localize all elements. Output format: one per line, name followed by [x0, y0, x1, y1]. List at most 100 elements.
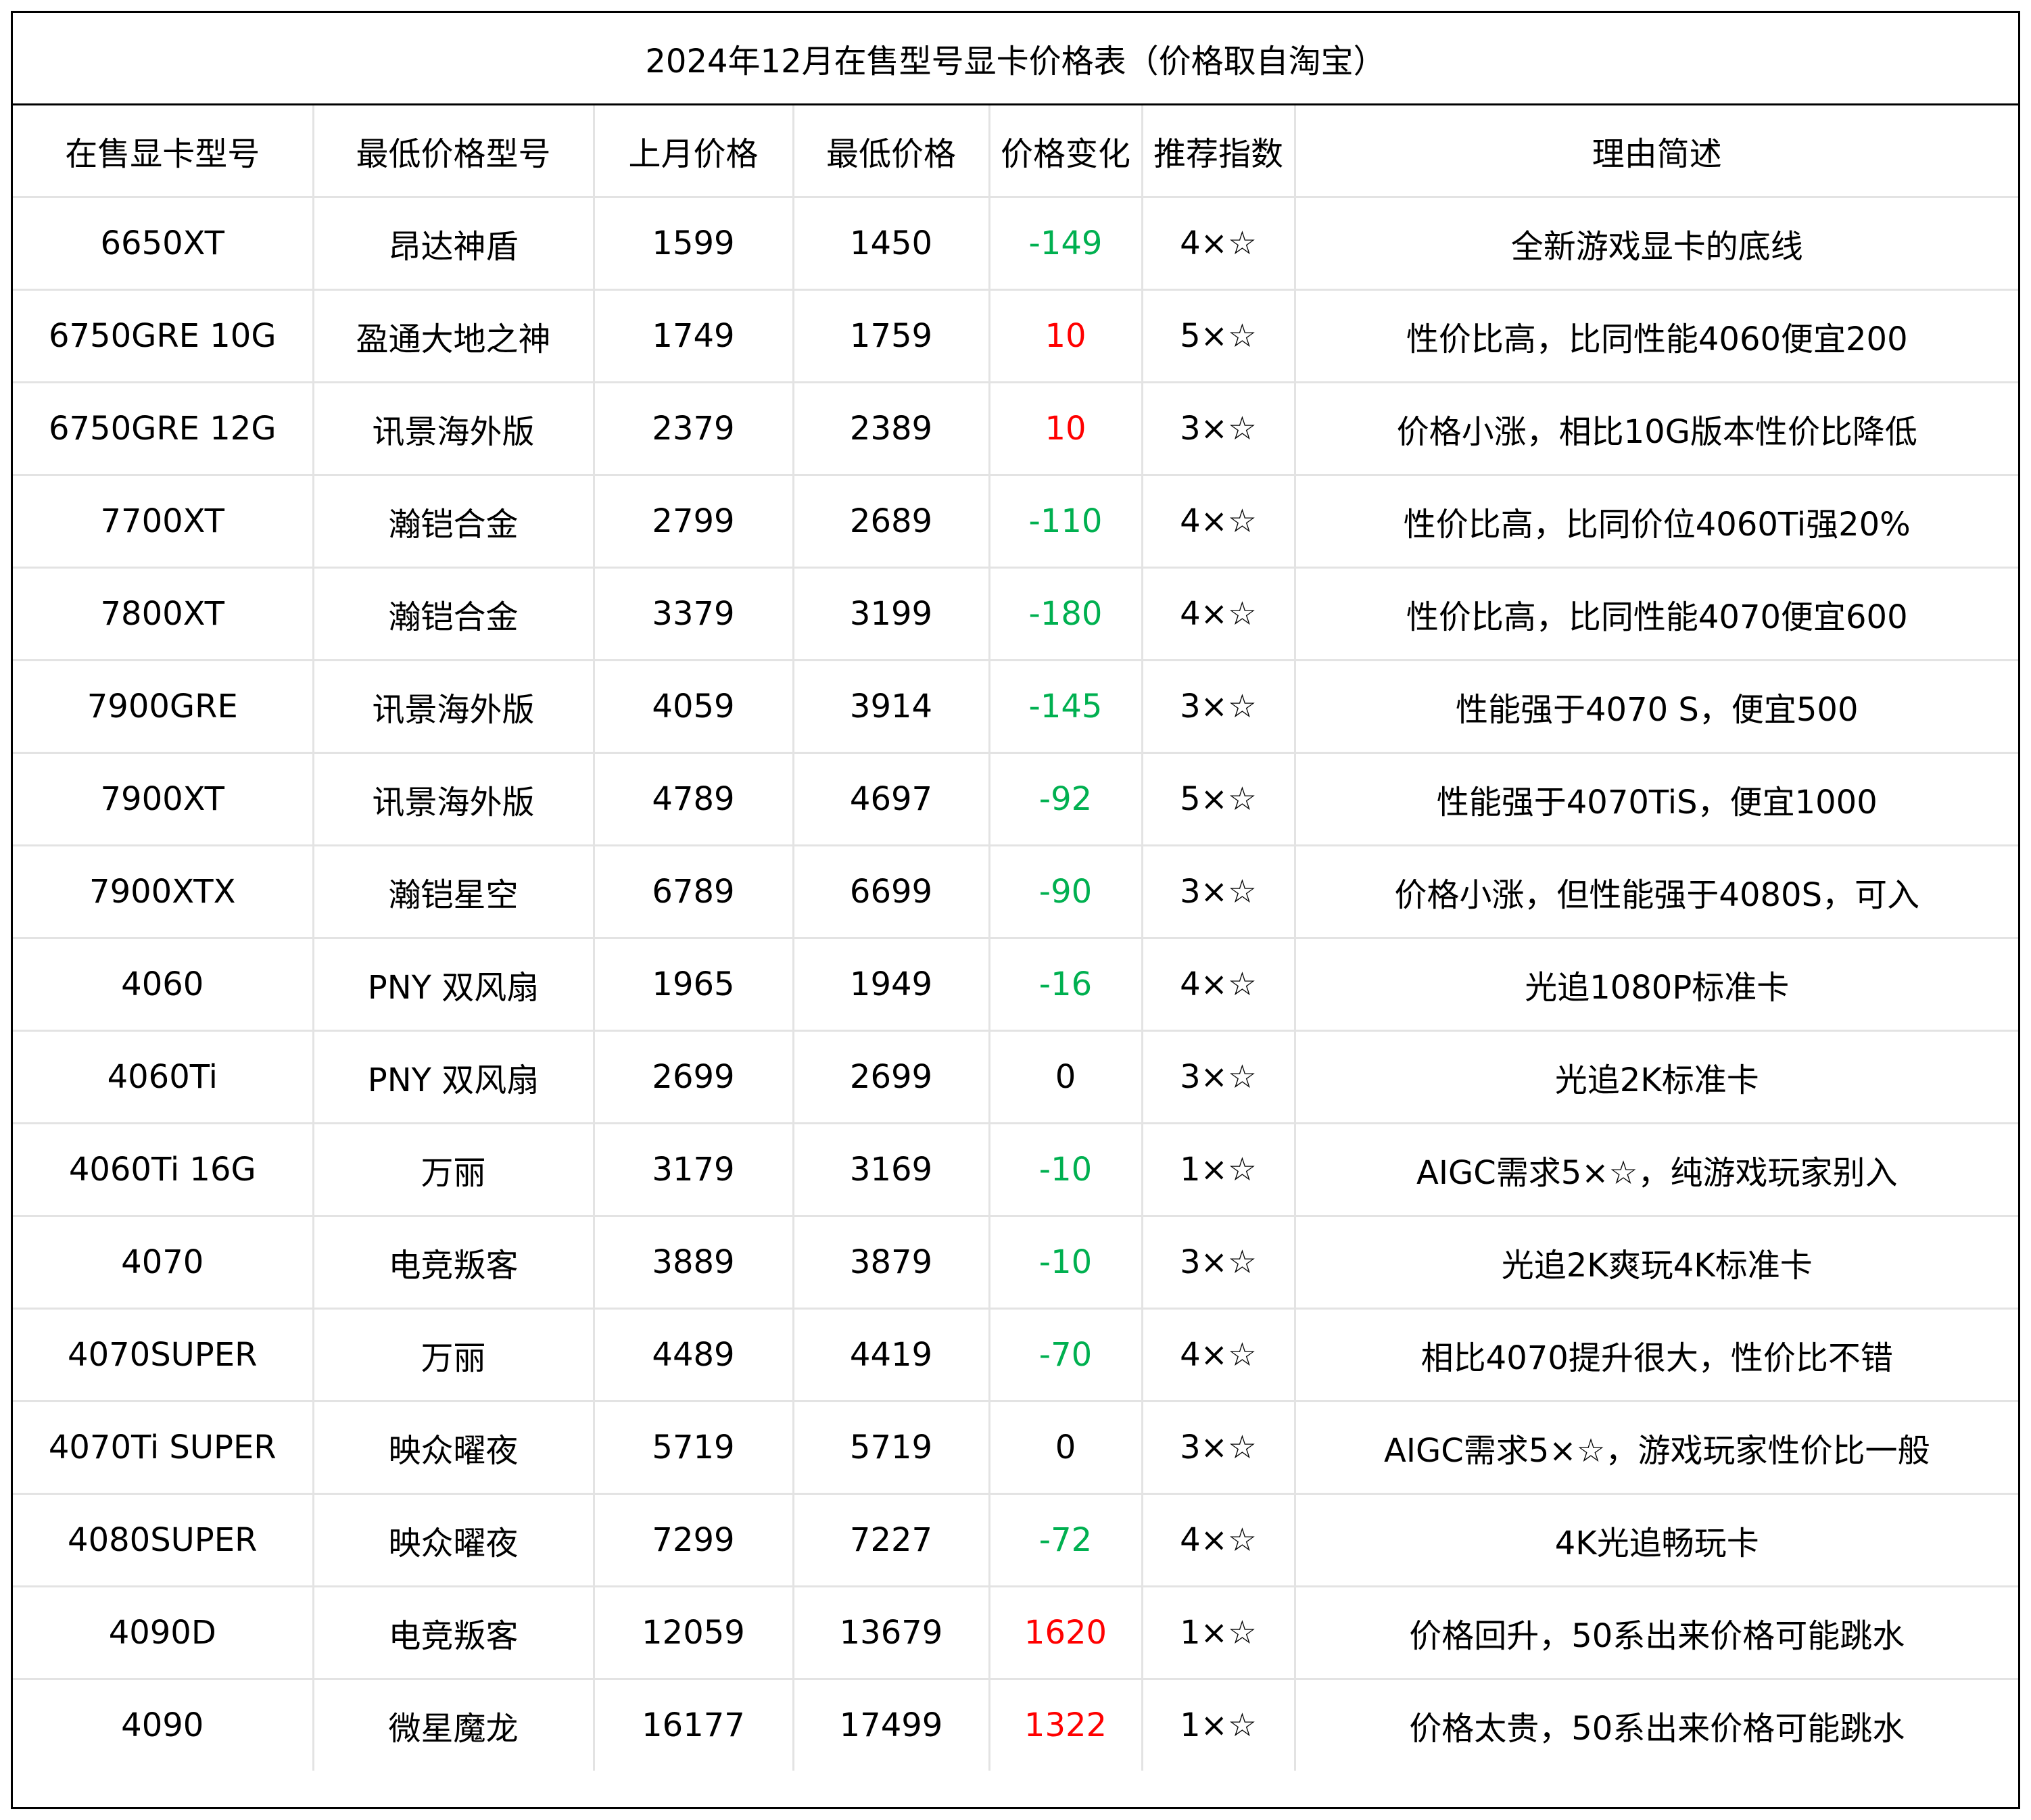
reason-cell: AIGC需求5×☆，游戏玩家性价比一般	[1293, 1400, 2018, 1495]
rating-cell: 3×☆	[1141, 381, 1296, 476]
variant-cell: 讯景海外版	[312, 381, 595, 476]
model-cell: 4090	[13, 1678, 314, 1771]
reason-cell: 价格太贵，50系出来价格可能跳水	[1293, 1678, 2018, 1771]
model-cell: 4090D	[13, 1585, 314, 1680]
rating-cell: 1×☆	[1141, 1122, 1296, 1217]
last-month-price-cell: 4489	[592, 1308, 794, 1402]
reason-cell: 性价比高，比同性能4070便宜600	[1293, 567, 2018, 661]
table-row: 4060Ti 16G 万丽 3179 3169 -10 1×☆ AIGC需求5×☆，纯游戏玩…	[13, 1122, 2018, 1217]
variant-cell: 微星魔龙	[312, 1678, 595, 1771]
price-change-cell: -110	[988, 474, 1143, 569]
last-month-price-cell: 16177	[592, 1678, 794, 1771]
model-cell: 4060Ti	[13, 1030, 314, 1124]
model-cell: 4070Ti SUPER	[13, 1400, 314, 1495]
variant-cell: 电竞叛客	[312, 1215, 595, 1310]
header-variant: 最低价格型号	[312, 103, 595, 198]
model-cell: 7900XT	[13, 752, 314, 846]
reason-cell: 性价比高，比同性能4060便宜200	[1293, 289, 2018, 383]
lowest-price-cell: 3199	[792, 567, 990, 661]
table-row: 4080SUPER 映众曜夜 7299 7227 -72 4×☆ 4K光追畅玩卡	[13, 1493, 2018, 1587]
rating-cell: 4×☆	[1141, 1308, 1296, 1402]
model-cell: 6650XT	[13, 196, 314, 291]
price-change-cell: -180	[988, 567, 1143, 661]
table-row: 4060 PNY 双风扇 1965 1949 -16 4×☆ 光追1080P标准卡	[13, 937, 2018, 1032]
lowest-price-cell: 1949	[792, 937, 990, 1032]
reason-cell: 全新游戏显卡的底线	[1293, 196, 2018, 291]
table-row: 4060Ti PNY 双风扇 2699 2699 0 3×☆ 光追2K标准卡	[13, 1030, 2018, 1124]
variant-cell: 万丽	[312, 1122, 595, 1217]
reason-cell: 价格小涨，但性能强于4080S，可入	[1293, 844, 2018, 939]
rating-cell: 4×☆	[1141, 196, 1296, 291]
reason-cell: 光追2K爽玩4K标准卡	[1293, 1215, 2018, 1310]
price-change-cell: 0	[988, 1400, 1143, 1495]
lowest-price-cell: 1450	[792, 196, 990, 291]
variant-cell: 瀚铠合金	[312, 567, 595, 661]
table-row: 6750GRE 12G 讯景海外版 2379 2389 10 3×☆ 价格小涨，相比10G版…	[13, 381, 2018, 476]
last-month-price-cell: 3179	[592, 1122, 794, 1217]
table-row: 6650XT 昂达神盾 1599 1450 -149 4×☆ 全新游戏显卡的底线	[13, 196, 2018, 291]
rating-cell: 4×☆	[1141, 474, 1296, 569]
price-change-cell: -16	[988, 937, 1143, 1032]
price-change-cell: 10	[988, 289, 1143, 383]
table-row: 7900GRE 讯景海外版 4059 3914 -145 3×☆ 性能强于4070 S，便宜…	[13, 659, 2018, 754]
variant-cell: 讯景海外版	[312, 752, 595, 846]
header-rating: 推荐指数	[1141, 103, 1296, 198]
price-change-cell: -92	[988, 752, 1143, 846]
reason-cell: 性价比高，比同价位4060Ti强20%	[1293, 474, 2018, 569]
last-month-price-cell: 2379	[592, 381, 794, 476]
lowest-price-cell: 13679	[792, 1585, 990, 1680]
variant-cell: 电竞叛客	[312, 1585, 595, 1680]
variant-cell: 映众曜夜	[312, 1493, 595, 1587]
rating-cell: 5×☆	[1141, 289, 1296, 383]
last-month-price-cell: 2799	[592, 474, 794, 569]
lowest-price-cell: 7227	[792, 1493, 990, 1587]
lowest-price-cell: 2389	[792, 381, 990, 476]
table-title: 2024年12月在售型号显卡价格表（价格取自淘宝）	[13, 13, 2018, 105]
variant-cell: 映众曜夜	[312, 1400, 595, 1495]
last-month-price-cell: 3889	[592, 1215, 794, 1310]
price-table-sheet: 2024年12月在售型号显卡价格表（价格取自淘宝） 在售显卡型号 最低价格型号 …	[11, 11, 2020, 1809]
header-model: 在售显卡型号	[13, 103, 314, 198]
price-table: 2024年12月在售型号显卡价格表（价格取自淘宝） 在售显卡型号 最低价格型号 …	[13, 13, 2018, 1771]
reason-cell: 性能强于4070TiS，便宜1000	[1293, 752, 2018, 846]
rating-cell: 3×☆	[1141, 1400, 1296, 1495]
price-change-cell: -72	[988, 1493, 1143, 1587]
reason-cell: 相比4070提升很大，性价比不错	[1293, 1308, 2018, 1402]
last-month-price-cell: 6789	[592, 844, 794, 939]
price-change-cell: -90	[988, 844, 1143, 939]
rating-cell: 3×☆	[1141, 1215, 1296, 1310]
last-month-price-cell: 4789	[592, 752, 794, 846]
price-change-cell: -10	[988, 1215, 1143, 1310]
header-price-change: 价格变化	[988, 103, 1143, 198]
lowest-price-cell: 2699	[792, 1030, 990, 1124]
reason-cell: 价格回升，50系出来价格可能跳水	[1293, 1585, 2018, 1680]
rating-cell: 3×☆	[1141, 844, 1296, 939]
model-cell: 7700XT	[13, 474, 314, 569]
variant-cell: 昂达神盾	[312, 196, 595, 291]
table-row: 7900XTX 瀚铠星空 6789 6699 -90 3×☆ 价格小涨，但性能强于4080S…	[13, 844, 2018, 939]
table-row: 4070Ti SUPER 映众曜夜 5719 5719 0 3×☆ AIGC需求5×☆，游戏…	[13, 1400, 2018, 1495]
reason-cell: 性能强于4070 S，便宜500	[1293, 659, 2018, 754]
last-month-price-cell: 1749	[592, 289, 794, 383]
last-month-price-cell: 5719	[592, 1400, 794, 1495]
model-cell: 6750GRE 12G	[13, 381, 314, 476]
variant-cell: 瀚铠合金	[312, 474, 595, 569]
header-row: 在售显卡型号 最低价格型号 上月价格 最低价格 价格变化 推荐指数 理由简述	[13, 103, 2018, 198]
model-cell: 4080SUPER	[13, 1493, 314, 1587]
lowest-price-cell: 3169	[792, 1122, 990, 1217]
header-reason: 理由简述	[1293, 103, 2018, 198]
lowest-price-cell: 17499	[792, 1678, 990, 1771]
last-month-price-cell: 3379	[592, 567, 794, 661]
price-change-cell: -145	[988, 659, 1143, 754]
price-change-cell: 10	[988, 381, 1143, 476]
table-row: 4090D 电竞叛客 12059 13679 1620 1×☆ 价格回升，50系出来价格可能…	[13, 1585, 2018, 1680]
lowest-price-cell: 4697	[792, 752, 990, 846]
table-row: 7800XT 瀚铠合金 3379 3199 -180 4×☆ 性价比高，比同性能4070便宜…	[13, 567, 2018, 661]
header-lowest-price: 最低价格	[792, 103, 990, 198]
model-cell: 4060Ti 16G	[13, 1122, 314, 1217]
header-last-month-price: 上月价格	[592, 103, 794, 198]
last-month-price-cell: 1599	[592, 196, 794, 291]
rating-cell: 3×☆	[1141, 659, 1296, 754]
lowest-price-cell: 3879	[792, 1215, 990, 1310]
variant-cell: 万丽	[312, 1308, 595, 1402]
